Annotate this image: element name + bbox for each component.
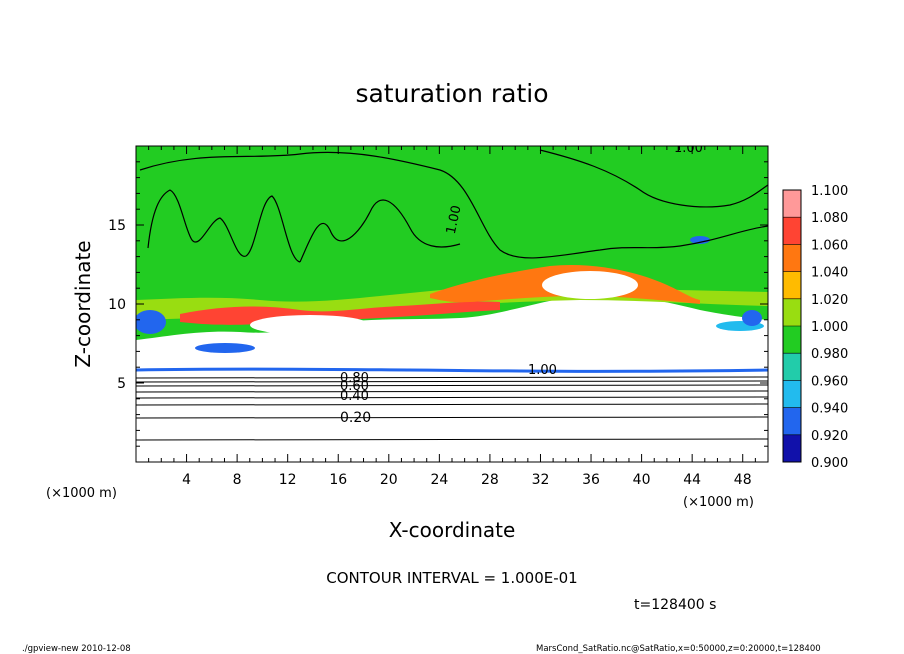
y-tick-label: 15: [108, 218, 126, 234]
colorbar-label: 0.960: [811, 374, 848, 389]
contour-label-5: 0.60: [340, 379, 369, 394]
mixed-band-red: [180, 301, 500, 325]
x-tick-label: 12: [279, 472, 297, 488]
colorbar-label: 1.040: [811, 266, 848, 281]
colorbar-label: 1.060: [811, 238, 848, 253]
right-blue-patch: [690, 236, 710, 244]
x-unit-right: (×1000 m): [683, 495, 754, 510]
footer-left: ./gpview-new 2010-12-08: [22, 644, 131, 654]
x-tick-label: 48: [734, 472, 752, 488]
x-tick-label: 32: [532, 472, 550, 488]
left-blue-patch-2: [195, 343, 255, 353]
x-tick-label: 4: [182, 472, 191, 488]
x-tick-label: 20: [380, 472, 398, 488]
colorbar-label: 0.940: [811, 402, 848, 417]
colorbar-swatch: [783, 326, 801, 354]
left-blue-patch: [136, 310, 166, 334]
y-axis: 5 10 15: [108, 161, 768, 447]
lower-white-region: [136, 368, 768, 462]
chart-title: saturation ratio: [355, 79, 548, 108]
green-upper-contour-3: [139, 151, 768, 259]
colorbar-label: 0.920: [811, 429, 848, 444]
green-upper-contour-1: [147, 189, 301, 263]
x-tick-label: 16: [329, 472, 347, 488]
mid-white-blob-1: [250, 315, 370, 335]
right-blue-patch-2: [742, 310, 762, 326]
x-tick-label: 28: [481, 472, 499, 488]
contour-label-4: 0.80: [340, 371, 369, 386]
contour-label-1: 1.00: [674, 141, 703, 156]
y-tick-label: 10: [108, 297, 126, 313]
colorbar-label: 1.000: [811, 320, 848, 335]
contour-interval-text: CONTOUR INTERVAL = 1.000E-01: [326, 569, 577, 587]
x-tick-label: 40: [633, 472, 651, 488]
green-upper-contour-4: [539, 149, 768, 208]
colorbar-swatch: [783, 217, 801, 245]
colorbar: 1.100 1.080 1.060 1.040 1.020 1.000 0.980 0.960…: [782, 184, 848, 471]
colorbar-swatch: [783, 407, 801, 435]
colorbar-swatch: [783, 298, 801, 326]
lower-white-blob-2: [210, 352, 290, 368]
colorbar-swatch: [783, 434, 801, 462]
x-axis: 4 8 12 16 20 24 28 32 36 40 44 48: [148, 146, 756, 488]
colorbar-label: 0.980: [811, 347, 848, 362]
contour-label-7: 0.20: [340, 410, 371, 426]
colorbar-label: 1.100: [811, 184, 848, 199]
green-upper-contour-2: [299, 199, 461, 263]
lower-white-blob-1: [515, 344, 605, 364]
x-unit-left: (×1000 m): [46, 486, 117, 501]
colorbar-swatch: [783, 380, 801, 408]
x-tick-label: 8: [233, 472, 242, 488]
footer-right: MarsCond_SatRatio.nc@SatRatio,x=0:50000,…: [536, 644, 821, 654]
contour-label-3: 1.00: [528, 363, 557, 378]
mid-white-blob-2: [400, 327, 460, 341]
colorbar-swatch: [783, 190, 801, 218]
colorbar-swatch: [783, 353, 801, 381]
contour-label-2: 1.00: [444, 204, 465, 235]
boundary-blue-line: [136, 367, 768, 373]
y-tick-label: 5: [117, 376, 126, 392]
colorbar-label: 1.080: [811, 211, 848, 226]
colorbar-label: 0.900: [811, 456, 848, 471]
x-axis-label: X-coordinate: [389, 518, 516, 542]
x-tick-label: 24: [430, 472, 448, 488]
colorbar-label: 1.020: [811, 293, 848, 308]
time-text: t=128400 s: [634, 597, 716, 613]
x-tick-label: 36: [582, 472, 600, 488]
y-axis-label: Z-coordinate: [71, 240, 95, 367]
colorbar-swatch: [783, 271, 801, 299]
plot-area: 1.00 1.00 1.00 0.80 0.60 0.40 0.20: [136, 141, 768, 462]
x-tick-label: 44: [683, 472, 701, 488]
lower-contours: [136, 376, 768, 441]
contour-label-6: 0.40: [340, 389, 369, 404]
upper-white-blob: [542, 271, 638, 299]
colorbar-swatch: [783, 244, 801, 272]
